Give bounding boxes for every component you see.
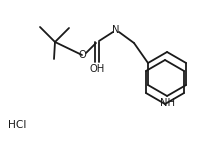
Text: N: N (112, 25, 119, 35)
Text: OH: OH (89, 64, 104, 74)
Text: NH: NH (159, 98, 174, 108)
Text: HCl: HCl (8, 120, 26, 130)
Text: O: O (78, 50, 85, 60)
